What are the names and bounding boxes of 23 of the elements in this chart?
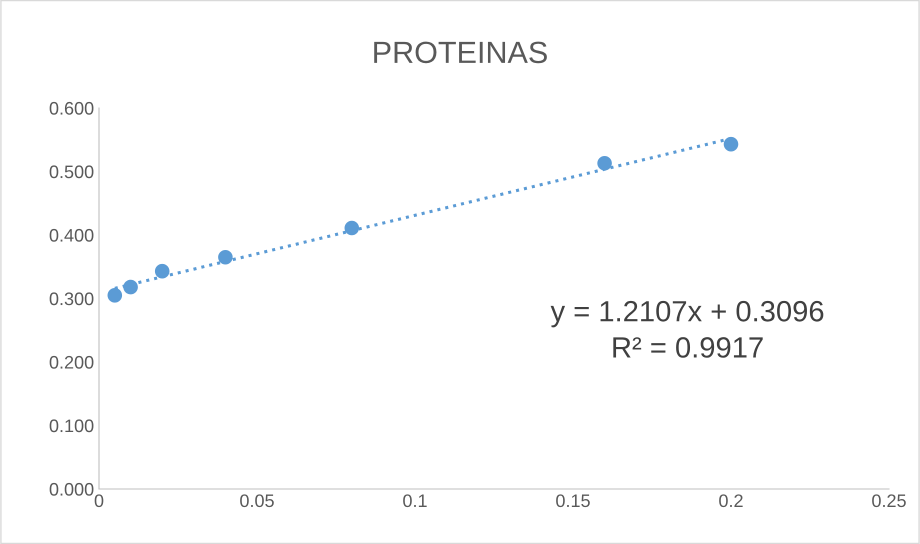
point (108, 288, 122, 303)
x-tick-label: 0.15 (556, 494, 590, 508)
x-tick-label: 0 (94, 494, 104, 508)
point (724, 136, 738, 152)
y-tick-label: 0.300 (50, 292, 94, 306)
x-tick-label: 0.25 (872, 494, 906, 508)
point (123, 280, 138, 294)
y-tick-label: 0.100 (50, 419, 94, 432)
x-tick-label: 0.05 (240, 494, 274, 508)
x-tick-label: 0.2 (719, 494, 743, 508)
y-tick-label: 0.000 (50, 482, 94, 496)
annotation: y = 1.2107x + 0.3096 (550, 300, 824, 328)
y-tick-label: 0.400 (50, 228, 94, 242)
annotation: R² = 0.9917 (613, 337, 763, 358)
y-tick-label: 0.200 (50, 356, 94, 369)
point (597, 156, 612, 171)
point (344, 220, 360, 236)
y-tick-label: 0.500 (50, 165, 94, 178)
chart-title: PROTEINAS (374, 42, 547, 64)
point (154, 264, 170, 278)
y-tick-label: 0.600 (50, 102, 94, 115)
x-tick-label: 0.1 (403, 494, 427, 508)
point (218, 250, 233, 265)
